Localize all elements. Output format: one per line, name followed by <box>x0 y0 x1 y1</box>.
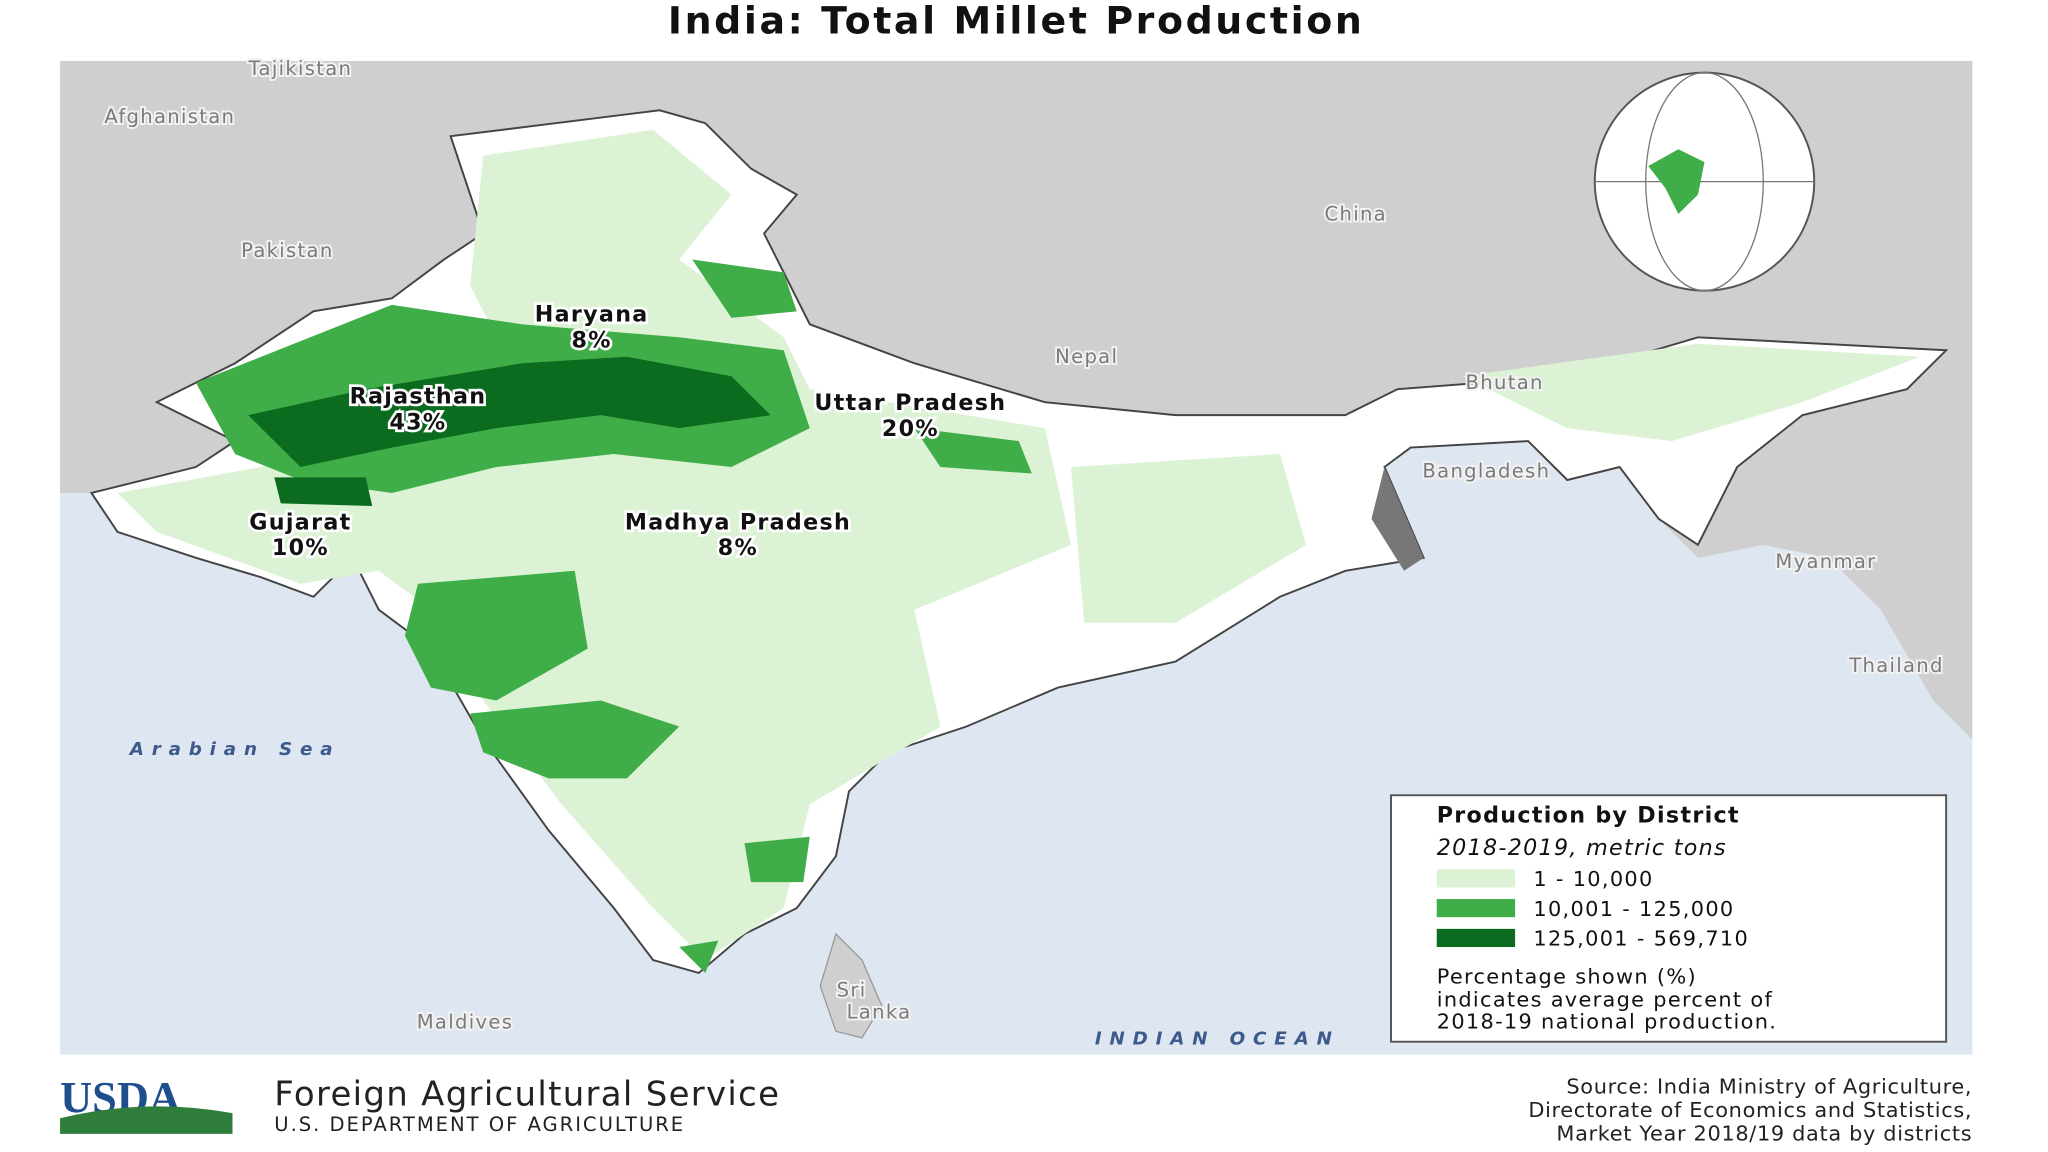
country-label: Maldives <box>417 1011 513 1034</box>
source: Market Year 2018/19 data by districts <box>1556 1121 1972 1145</box>
country-label: Pakistan <box>241 239 333 262</box>
country-label: Nepal <box>1055 345 1118 368</box>
legend: Production by District 2018-2019, metric… <box>1390 794 1948 1043</box>
country-label: Sri <box>837 978 867 1001</box>
district-class-3 <box>274 477 373 506</box>
map-labels: Tajikistan Afghanistan Pakistan China Ne… <box>102 55 1944 1049</box>
legend-classes: 1 - 10,000 10,001 - 125,000 125,001 - 569,… <box>1436 867 1749 951</box>
country-label: Bhutan <box>1466 371 1544 394</box>
agency: Foreign Agricultural Service <box>274 1074 780 1113</box>
source: Source: India Ministry of Agriculture, <box>1566 1075 1972 1099</box>
source: Directorate of Economics and Statistics, <box>1528 1098 1972 1122</box>
neighbouring-land <box>60 60 1973 740</box>
district-class-2 <box>692 259 797 318</box>
logo-field <box>60 1106 233 1134</box>
country-label: Bangladesh <box>1422 459 1550 482</box>
legend-subtitle: 2018-2019, metric tons <box>1437 835 1727 861</box>
state-name: Gujarat <box>249 509 351 535</box>
country-label: Myanmar <box>1775 550 1876 573</box>
legend-swatch <box>1436 928 1516 948</box>
district-class-2 <box>404 570 588 701</box>
district-class-1 <box>1071 454 1307 623</box>
state-share: 8% <box>572 328 612 354</box>
district-class-2 <box>914 428 1032 474</box>
sea-label: INDIAN OCEAN <box>1095 1028 1340 1049</box>
state-name: Uttar Pradesh <box>814 390 1006 416</box>
globe-inset <box>1593 71 1816 292</box>
state-name: Haryana <box>535 302 649 328</box>
country-label: China <box>1325 203 1387 226</box>
pakistan-coast <box>60 389 236 493</box>
district-class-3 <box>248 356 771 468</box>
legend-note: 2018-19 national production. <box>1437 1010 1778 1034</box>
department: U.S. DEPARTMENT OF AGRICULTURE <box>274 1113 685 1136</box>
legend-class-label: 10,001 - 125,000 <box>1533 897 1734 921</box>
delta <box>1371 467 1424 571</box>
footer: USDA Foreign Agricultural Service U.S. D… <box>60 1073 1972 1145</box>
legend-swatch <box>1436 869 1516 888</box>
district-class-2 <box>470 700 680 779</box>
state-name: Rajasthan <box>350 384 487 410</box>
legend-class-label: 1 - 10,000 <box>1533 867 1653 891</box>
sri-lanka <box>819 932 883 1039</box>
legend-box <box>1390 794 1948 1043</box>
legend-title: Production by District <box>1437 803 1740 829</box>
sea-label: Arabian Sea <box>128 739 341 760</box>
legend-class-label: 125,001 - 569,710 <box>1533 927 1749 951</box>
country-label: Tajikistan <box>248 57 353 80</box>
country-label: Lanka <box>847 1000 912 1023</box>
districts <box>117 129 1920 973</box>
district-class-1 <box>1462 343 1920 442</box>
globe-india <box>1648 149 1705 215</box>
country-label: Thailand <box>1848 654 1944 677</box>
legend-note: indicates average percent of <box>1437 988 1773 1012</box>
state-share: 20% <box>882 416 939 442</box>
legend-swatch <box>1436 899 1516 918</box>
district-class-2 <box>679 940 719 973</box>
state-share: 43% <box>389 409 446 435</box>
country-label: Afghanistan <box>104 105 235 128</box>
state-share: 8% <box>718 535 758 561</box>
state-name: Madhya Pradesh <box>625 509 851 535</box>
district-class-2 <box>744 836 810 883</box>
district-class-1 <box>117 129 1072 960</box>
legend-note: Percentage shown (%) <box>1437 964 1697 988</box>
state-share: 10% <box>272 535 329 561</box>
map-title: India: Total Millet Production <box>668 0 1365 43</box>
